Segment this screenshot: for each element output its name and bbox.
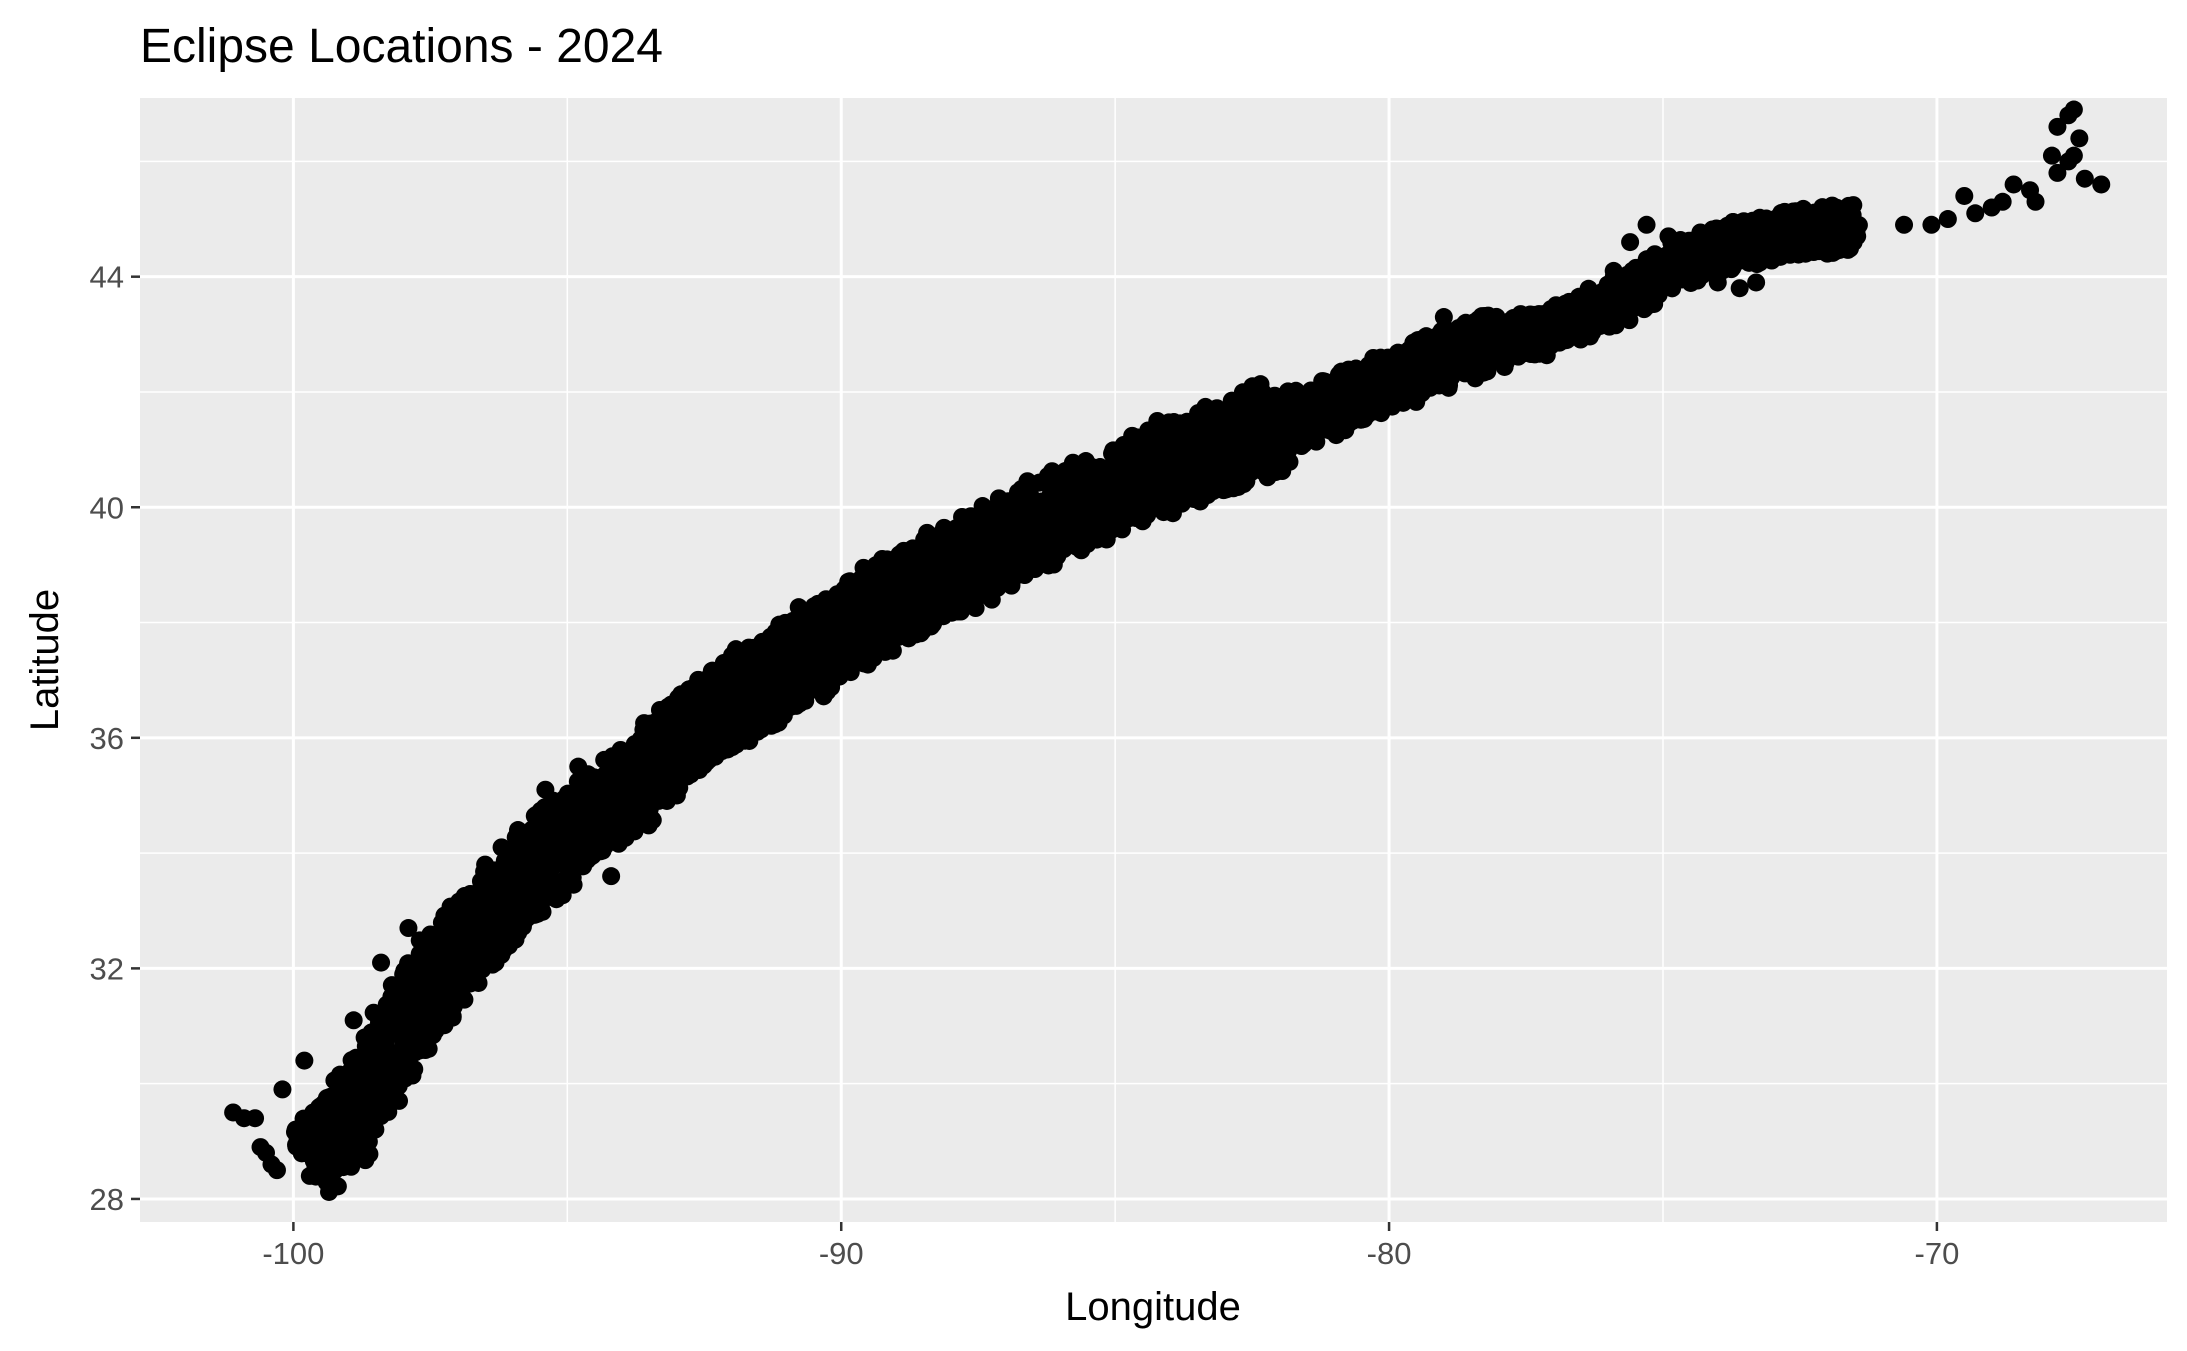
data-point [2064,100,2083,119]
x-tick-label: -70 [1915,1236,1960,1271]
y-tick-label: 36 [90,721,124,756]
data-point [419,1039,438,1058]
y-tick-label: 44 [90,260,124,295]
data-point [1604,261,1623,280]
data-point [545,872,564,891]
data-point [1708,273,1727,292]
x-axis-ticks: -100 -90 -80 -70 [262,1222,1959,1271]
data-point [1577,302,1596,321]
data-point [667,786,686,805]
data-point [1082,526,1101,545]
y-axis-title: Latitude [23,589,67,731]
data-point [509,821,528,840]
data-point [410,993,429,1012]
data-point [476,855,495,874]
y-tick-label: 32 [90,951,124,986]
data-point [267,1161,286,1180]
data-point [689,671,708,690]
data-point [1456,313,1475,332]
data-point [1844,196,1863,215]
data-point [399,919,418,938]
y-axis-ticks: 28 32 36 40 44 [90,260,140,1217]
x-tick-label: -100 [262,1236,324,1271]
x-axis-title: Longitude [1065,1285,1241,1329]
data-point [722,711,741,730]
data-points [224,100,2111,1201]
chart-title: Eclipse Locations - 2024 [140,20,663,73]
data-point [1517,313,1536,332]
data-point [364,1003,383,1022]
data-point [311,1120,330,1139]
x-tick-label: -80 [1367,1236,1412,1271]
data-point [1681,250,1700,269]
data-point [306,1143,325,1162]
data-point [629,757,648,776]
data-point [372,953,391,972]
data-point [344,1011,363,1030]
data-point [789,598,808,617]
data-point [793,676,812,695]
data-point [2026,192,2045,211]
data-point [2092,175,2111,194]
data-point [246,1109,265,1128]
data-point [1829,210,1848,229]
data-point [1478,308,1497,327]
data-point [536,780,555,799]
data-point [1955,186,1974,205]
data-point [1938,210,1957,229]
data-point [273,1080,292,1099]
data-point [1747,273,1766,292]
data-point [492,838,511,857]
data-point [2048,163,2067,182]
data-point [771,636,790,655]
data-point [1966,204,1985,223]
data-point [295,1051,314,1070]
data-point [1993,192,2012,211]
data-point [580,838,599,857]
data-point [513,917,532,936]
data-point [421,925,440,944]
y-tick-label: 28 [90,1182,124,1217]
data-point [323,1175,342,1194]
data-point [2070,129,2089,148]
data-point [366,1022,385,1041]
data-point [2059,152,2078,171]
data-point [300,1166,319,1185]
data-point [1659,227,1678,246]
data-point [1434,308,1453,327]
data-point [2075,169,2094,188]
data-point [2048,117,2067,136]
data-point [1621,233,1640,252]
data-point [1637,215,1656,234]
data-point [1895,215,1914,234]
data-point [750,648,769,667]
data-point [1220,419,1239,438]
data-point [2004,175,2023,194]
data-point [1922,215,1941,234]
data-point [547,890,566,909]
data-point [317,1161,336,1180]
data-point [1818,244,1837,263]
data-point [815,613,834,632]
plot-panel [140,98,2167,1222]
data-point [569,757,588,776]
data-point [602,867,621,886]
data-point [1730,279,1749,298]
y-tick-label: 40 [90,490,124,525]
data-point [2042,146,2061,165]
data-point [1840,233,1859,252]
x-tick-label: -90 [819,1236,864,1271]
data-point [790,694,809,713]
data-point [1849,216,1868,235]
data-point [1697,256,1716,275]
